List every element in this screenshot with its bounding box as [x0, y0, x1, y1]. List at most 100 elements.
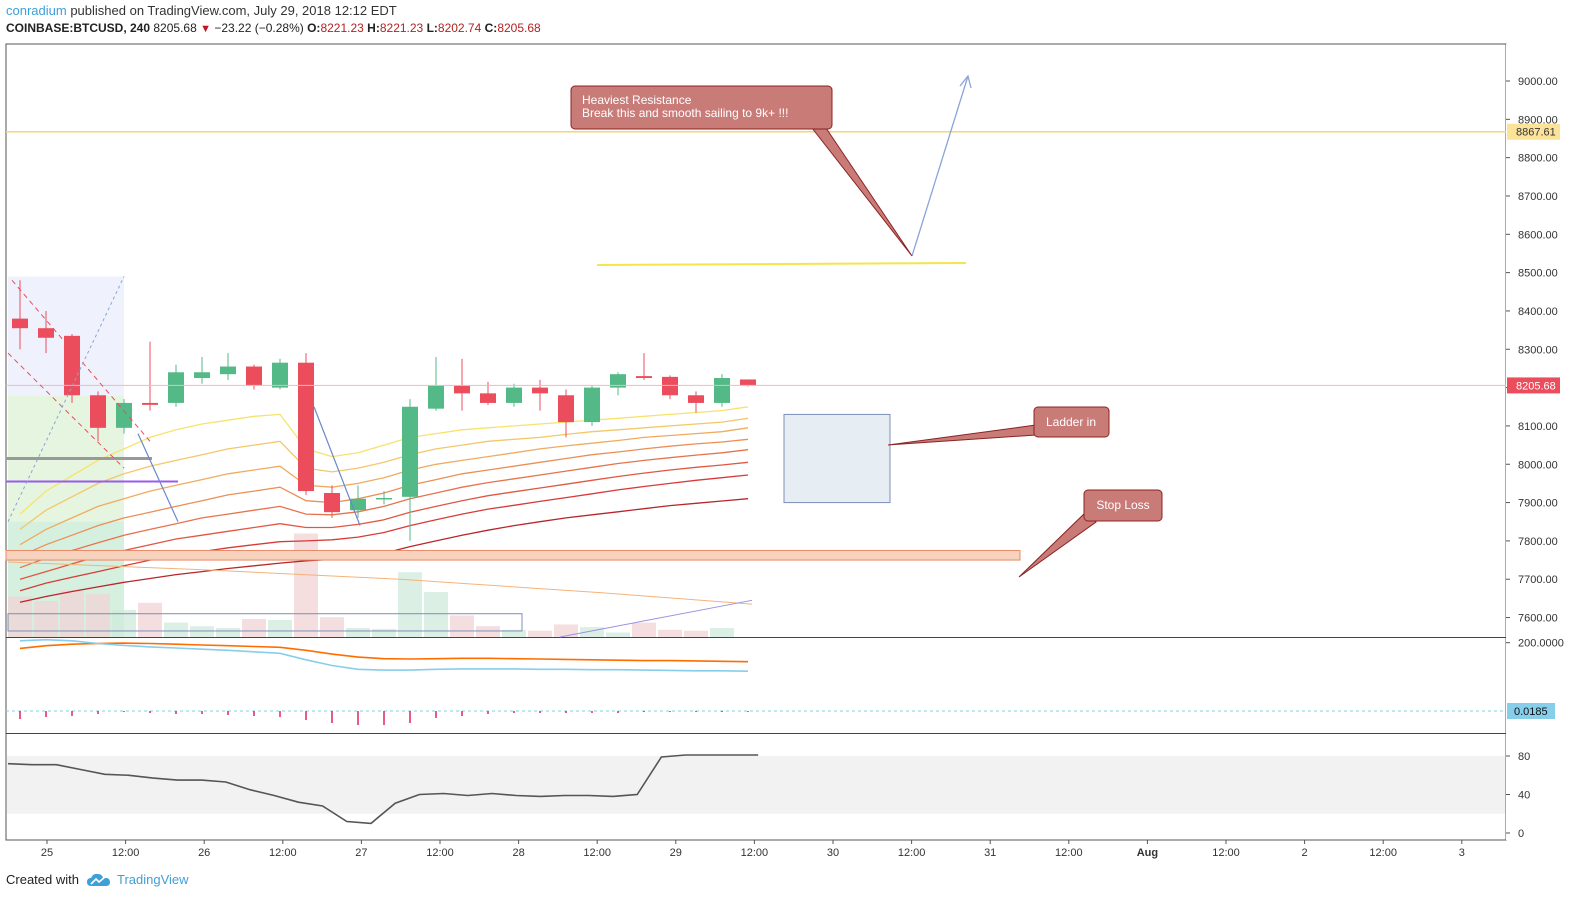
price-tick-label: 8900.00	[1518, 114, 1558, 126]
open-label: O:	[307, 21, 321, 35]
time-tick-label: 12:00	[898, 847, 926, 859]
candle-body	[194, 372, 210, 379]
ladder-callout[interactable]: Ladder in	[887, 406, 1110, 446]
time-axis[interactable]: 25 12:00 26 12:00 27 12:00 28 12:00 29 12:00 30 12:…	[41, 840, 1465, 859]
time-tick-label: 31	[984, 847, 996, 859]
volume-bar	[632, 622, 656, 637]
symbol-label[interactable]: COINBASE:BTCUSD, 240	[6, 21, 151, 35]
volume-bar	[528, 630, 552, 637]
down-arrow-drawing	[313, 406, 361, 526]
price-tick-label: 8000.00	[1518, 459, 1558, 471]
volume-bar	[86, 593, 110, 637]
candle-body	[64, 335, 80, 396]
time-tick-label: 30	[827, 847, 839, 859]
resistance-price-label: 8867.61	[1516, 127, 1556, 139]
candle-body	[90, 395, 106, 428]
candle	[220, 353, 236, 380]
publish-info: conradium published on TradingView.com, …	[6, 3, 397, 18]
volume-bar	[190, 626, 214, 637]
volume-bar	[450, 615, 474, 637]
time-tick-label: 12:00	[1369, 847, 1397, 859]
low-value: 8202.74	[437, 21, 482, 35]
time-tick-label: 27	[355, 847, 367, 859]
time-tick-label: 12:00	[1212, 847, 1240, 859]
candle-body	[428, 385, 444, 409]
volume-bar	[398, 572, 422, 637]
time-tick-label: 12:00	[112, 847, 140, 859]
candle	[376, 491, 392, 505]
drawings	[5, 74, 1506, 632]
rsi-pane: 80 40 0	[7, 751, 1530, 840]
candle-body	[116, 402, 132, 428]
candle-body	[168, 372, 184, 403]
candle	[454, 358, 470, 411]
candle-body	[506, 387, 522, 403]
volume-bar	[242, 619, 266, 637]
volume-bar	[294, 533, 318, 637]
candle	[194, 356, 210, 384]
volume-bar	[502, 629, 526, 637]
candle	[350, 485, 366, 518]
ma-line	[19, 461, 749, 580]
macd-tick-label: 200.0000	[1518, 638, 1564, 650]
time-tick-label: 12:00	[1055, 847, 1083, 859]
arrow-head-icon	[959, 74, 972, 89]
ma-line	[19, 474, 749, 592]
price-axis[interactable]: 7600.00 7700.00 7800.00 7900.00 8000.00 8100.…	[1506, 44, 1579, 840]
open-value: 8221.23	[320, 21, 364, 35]
candle	[272, 358, 288, 390]
publish-text: published on TradingView.com, July 29, 2…	[70, 3, 397, 18]
rsi-band	[7, 756, 1505, 814]
rsi-tick-label: 40	[1518, 790, 1530, 802]
chart-canvas[interactable]: 7600.00 7700.00 7800.00 7900.00 8000.00 8100.…	[0, 40, 1579, 862]
close-value: 8205.68	[497, 21, 541, 35]
volume-bar	[268, 619, 292, 637]
candle-body	[480, 393, 496, 403]
volume-bar	[320, 617, 344, 637]
volume-bar	[554, 624, 578, 637]
volume-bar	[138, 602, 162, 637]
candle-body	[12, 318, 28, 329]
time-tick-label: 12:00	[269, 847, 297, 859]
candle-body	[142, 402, 158, 405]
candle	[402, 399, 418, 541]
time-tick-label: 12:00	[741, 847, 769, 859]
tradingview-link[interactable]: TradingView	[116, 872, 189, 887]
ma-line	[19, 427, 749, 546]
volume-bar	[34, 601, 58, 637]
author-link[interactable]: conradium	[6, 3, 67, 18]
candle-body	[584, 387, 600, 423]
candle	[116, 399, 132, 434]
rsi-line	[7, 754, 759, 825]
price-tick-label: 8800.00	[1518, 153, 1558, 165]
volume-bars	[8, 533, 734, 637]
volume-bar	[710, 628, 734, 637]
time-tick-label: 29	[670, 847, 682, 859]
ma-line-slow	[559, 599, 753, 638]
time-tick-label: Aug	[1137, 847, 1158, 859]
macd-value-label: 0.0185	[1514, 706, 1548, 718]
candle-body	[662, 376, 678, 396]
candle	[12, 280, 28, 350]
time-tick-label: 26	[198, 847, 210, 859]
price-tick-label: 8700.00	[1518, 191, 1558, 203]
chart-border	[5, 43, 1507, 841]
resistance-price-tag	[1507, 123, 1560, 140]
projection-arrow	[911, 75, 969, 257]
price-change: −23.22 (−0.28%)	[214, 21, 304, 35]
candle-body	[272, 362, 288, 388]
target-line	[596, 262, 967, 266]
price-tick-label: 7600.00	[1518, 613, 1558, 625]
price-tick-label: 8100.00	[1518, 421, 1558, 433]
channel-line	[7, 352, 125, 469]
price-tick-label: 7700.00	[1518, 574, 1558, 586]
rsi-tick-label: 0	[1518, 828, 1524, 840]
rsi-tick-label: 80	[1518, 751, 1530, 763]
macd-value-tag	[1507, 703, 1555, 719]
candle	[298, 353, 314, 495]
volume-bar	[684, 630, 708, 637]
candle-body	[636, 376, 652, 379]
resistance-callout[interactable]: Heaviest Resistance Break this and smoot…	[570, 85, 913, 257]
time-tick-label: 12:00	[426, 847, 454, 859]
stop-loss-callout[interactable]: Stop Loss	[1018, 489, 1163, 578]
